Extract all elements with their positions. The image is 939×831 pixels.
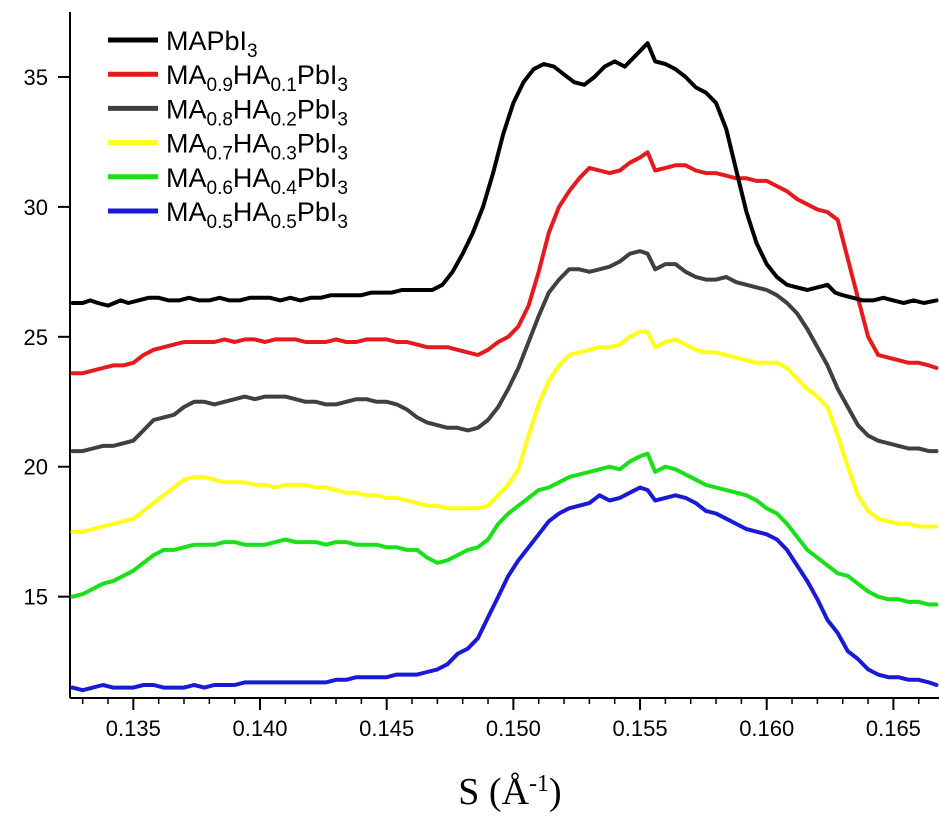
legend-text: HA bbox=[233, 60, 271, 90]
series-line-ma0-9ha0-1pbi3 bbox=[70, 150, 939, 376]
x-tick-label: 0.135 bbox=[106, 716, 161, 741]
legend-subscript: 3 bbox=[337, 178, 348, 199]
legend-text: HA bbox=[233, 129, 271, 159]
legend-label: MA0.8HA0.2PbI3 bbox=[166, 94, 348, 130]
legend-text: PbI bbox=[297, 94, 338, 124]
legend-entry: MA0.8HA0.2PbI3 bbox=[108, 94, 348, 130]
x-tick-label: 0.150 bbox=[486, 716, 541, 741]
legend-label: MA0.7HA0.3PbI3 bbox=[166, 129, 348, 165]
legend-subscript: 0.4 bbox=[270, 178, 297, 199]
legend-text: MA bbox=[166, 60, 207, 90]
x-axis-title: S (Å-1) bbox=[458, 771, 561, 813]
legend-subscript: 0.3 bbox=[270, 144, 296, 165]
legend-subscript: 0.2 bbox=[270, 109, 296, 130]
x-tick-label: 0.145 bbox=[359, 716, 414, 741]
legend-subscript: 0.8 bbox=[207, 109, 233, 130]
legend-text: MA bbox=[166, 163, 207, 193]
legend-label: MA0.5HA0.5PbI3 bbox=[166, 197, 348, 233]
legend-text: PbI bbox=[297, 197, 338, 227]
legend-subscript: 0.7 bbox=[207, 144, 233, 165]
legend-text: MAPbI bbox=[166, 26, 247, 56]
x-axis-title-close: ) bbox=[549, 771, 562, 813]
legend-text: HA bbox=[233, 197, 271, 227]
legend-subscript: 0.6 bbox=[207, 178, 233, 199]
legend: MAPbI3MA0.9HA0.1PbI3MA0.8HA0.2PbI3MA0.7H… bbox=[108, 26, 348, 233]
legend-text: PbI bbox=[297, 60, 338, 90]
legend-text: MA bbox=[166, 94, 207, 124]
legend-subscript: 0.9 bbox=[207, 75, 233, 96]
legend-entry: MAPbI3 bbox=[108, 26, 258, 62]
legend-subscript: 3 bbox=[337, 144, 348, 165]
legend-text: PbI bbox=[297, 129, 338, 159]
x-tick-label: 0.155 bbox=[613, 716, 668, 741]
legend-subscript: 0.5 bbox=[270, 212, 296, 233]
series-group bbox=[70, 41, 939, 693]
y-tick-label: 35 bbox=[24, 65, 48, 90]
legend-text: MA bbox=[166, 129, 207, 159]
x-tick-label: 0.160 bbox=[739, 716, 794, 741]
legend-entry: MA0.7HA0.3PbI3 bbox=[108, 129, 348, 165]
legend-subscript: 0.1 bbox=[270, 75, 296, 96]
legend-subscript: 3 bbox=[337, 212, 348, 233]
x-tick-label: 0.165 bbox=[866, 716, 921, 741]
x-axis-title-base: S (Å bbox=[458, 771, 529, 813]
x-tick-label: 0.140 bbox=[232, 716, 287, 741]
legend-text: PbI bbox=[297, 163, 338, 193]
series-line-mapbi3 bbox=[70, 41, 939, 308]
legend-text: HA bbox=[233, 163, 271, 193]
series-line-ma0-7ha0-3pbi3 bbox=[70, 329, 939, 534]
legend-label: MA0.9HA0.1PbI3 bbox=[166, 60, 348, 96]
legend-subscript: 0.5 bbox=[207, 212, 233, 233]
legend-label: MAPbI3 bbox=[166, 26, 258, 62]
series-line-ma0-5ha0-5pbi3 bbox=[70, 485, 939, 693]
y-tick-label: 15 bbox=[24, 585, 48, 610]
legend-subscript: 3 bbox=[247, 41, 258, 62]
y-tick-label: 25 bbox=[24, 325, 48, 350]
legend-entry: MA0.9HA0.1PbI3 bbox=[108, 60, 348, 96]
legend-text: HA bbox=[233, 94, 271, 124]
legend-label: MA0.6HA0.4PbI3 bbox=[166, 163, 348, 199]
axes-group: 0.135 0.140 0.145 0.150 0.155 0.160 0.16515202… bbox=[24, 12, 939, 741]
series-line-ma0-6ha0-4pbi3 bbox=[70, 451, 939, 607]
x-axis-title-exponent: -1 bbox=[529, 771, 549, 797]
legend-entry: MA0.6HA0.4PbI3 bbox=[108, 163, 348, 199]
legend-subscript: 3 bbox=[337, 109, 348, 130]
series-line-ma0-8ha0-2pbi3 bbox=[70, 249, 939, 454]
y-tick-label: 20 bbox=[24, 455, 48, 480]
legend-subscript: 3 bbox=[337, 75, 348, 96]
y-tick-label: 30 bbox=[24, 195, 48, 220]
legend-text: MA bbox=[166, 197, 207, 227]
legend-entry: MA0.5HA0.5PbI3 bbox=[108, 197, 348, 233]
